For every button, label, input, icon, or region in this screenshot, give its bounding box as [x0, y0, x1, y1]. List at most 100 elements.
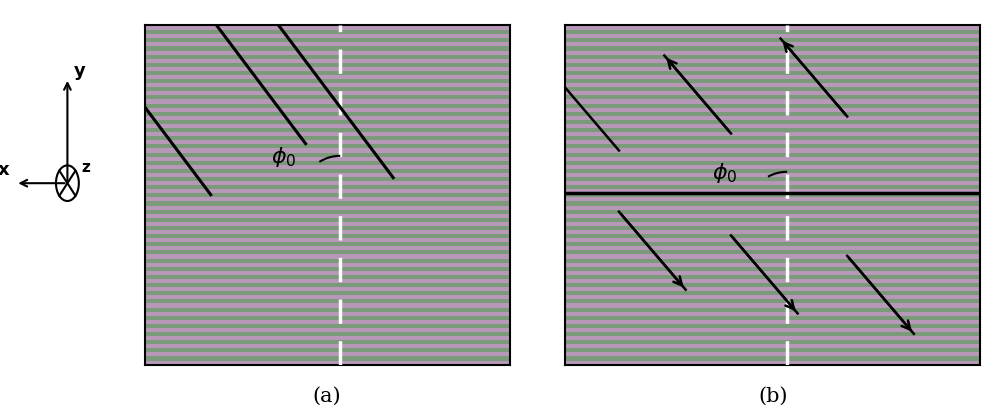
Bar — [145, 193, 510, 197]
Bar — [145, 26, 510, 30]
Bar — [565, 173, 980, 177]
Bar — [145, 99, 510, 103]
Bar — [145, 120, 510, 124]
Bar — [565, 42, 980, 47]
Bar — [145, 67, 510, 71]
Bar — [565, 140, 980, 144]
Bar — [565, 63, 980, 67]
Bar — [565, 311, 980, 316]
Bar — [565, 71, 980, 75]
Bar — [145, 108, 510, 112]
Bar — [145, 140, 510, 144]
Bar — [145, 51, 510, 55]
Text: $\phi_0$: $\phi_0$ — [712, 161, 738, 185]
Bar — [565, 332, 980, 336]
Bar — [565, 87, 980, 91]
Bar — [565, 26, 980, 30]
Bar — [565, 47, 980, 51]
Bar — [565, 25, 980, 26]
Bar — [145, 132, 510, 136]
Bar — [565, 148, 980, 152]
Bar — [145, 230, 510, 234]
Bar — [565, 103, 980, 108]
Bar — [565, 128, 980, 132]
Bar — [565, 99, 980, 103]
Bar — [565, 336, 980, 340]
Bar — [565, 360, 980, 365]
Bar — [565, 320, 980, 324]
Bar — [565, 116, 980, 120]
Bar — [565, 242, 980, 246]
Bar — [145, 91, 510, 96]
Bar — [565, 218, 980, 222]
Bar — [565, 348, 980, 352]
Bar — [565, 287, 980, 291]
Bar — [145, 226, 510, 230]
Bar — [145, 197, 510, 201]
Bar — [565, 75, 980, 79]
Bar — [145, 136, 510, 140]
Bar — [145, 263, 510, 267]
Bar — [565, 51, 980, 55]
Bar — [145, 250, 510, 255]
Text: y: y — [74, 62, 85, 80]
Bar — [565, 144, 980, 148]
Bar — [145, 267, 510, 271]
Bar — [145, 47, 510, 51]
Bar — [145, 185, 510, 189]
Bar — [565, 226, 980, 230]
Bar — [565, 59, 980, 63]
Bar — [145, 83, 510, 87]
Bar — [145, 311, 510, 316]
Bar — [145, 352, 510, 356]
Bar — [565, 55, 980, 59]
Bar — [145, 206, 510, 210]
Bar — [565, 300, 980, 303]
Bar — [145, 87, 510, 91]
Bar — [565, 340, 980, 344]
Bar — [565, 201, 980, 206]
Bar — [565, 157, 980, 161]
Bar — [145, 320, 510, 324]
Bar — [145, 75, 510, 79]
Bar — [565, 324, 980, 328]
Bar — [145, 328, 510, 332]
Bar — [565, 185, 980, 189]
Bar — [145, 25, 510, 26]
Bar — [565, 263, 980, 267]
Bar — [565, 177, 980, 181]
Bar — [145, 222, 510, 226]
Bar — [145, 169, 510, 173]
Bar — [565, 124, 980, 128]
Bar — [145, 124, 510, 128]
Bar — [565, 250, 980, 255]
Bar — [145, 116, 510, 120]
Bar — [565, 271, 980, 275]
Bar — [565, 165, 980, 169]
Bar — [145, 344, 510, 348]
Bar — [145, 214, 510, 218]
Bar — [145, 287, 510, 291]
Bar — [145, 242, 510, 246]
Bar — [565, 255, 980, 259]
Bar — [565, 112, 980, 116]
Bar — [145, 332, 510, 336]
Bar — [145, 201, 510, 206]
Bar — [565, 267, 980, 271]
Bar — [145, 79, 510, 83]
Bar — [145, 360, 510, 365]
Bar — [565, 291, 980, 295]
Bar — [145, 152, 510, 157]
Bar — [565, 230, 980, 234]
Bar — [145, 34, 510, 38]
Bar — [145, 275, 510, 279]
Bar — [565, 136, 980, 140]
Bar — [565, 316, 980, 320]
Bar — [145, 38, 510, 42]
Bar — [565, 214, 980, 218]
Bar — [565, 34, 980, 38]
Bar — [145, 303, 510, 307]
Bar — [145, 112, 510, 116]
Bar — [145, 59, 510, 63]
Bar — [145, 103, 510, 108]
